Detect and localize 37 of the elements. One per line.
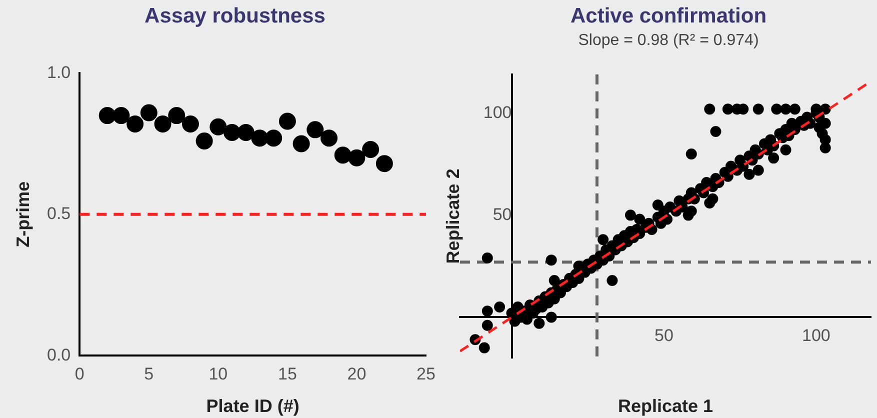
point bbox=[265, 130, 282, 147]
point bbox=[292, 135, 310, 152]
y-tick-label: 1.0 bbox=[46, 62, 71, 82]
point bbox=[320, 130, 338, 147]
point bbox=[251, 130, 268, 147]
point bbox=[182, 116, 199, 133]
x-tick-label: 25 bbox=[416, 364, 436, 384]
x-axis-title: Plate ID (#) bbox=[206, 396, 300, 416]
point bbox=[154, 116, 172, 133]
point bbox=[98, 107, 116, 124]
point bbox=[196, 132, 213, 150]
chart-subtitle: Slope = 0.98 (R² = 0.974) bbox=[578, 32, 759, 50]
x-tick-label: 15 bbox=[278, 364, 297, 384]
point bbox=[140, 104, 158, 122]
point bbox=[334, 146, 352, 164]
x-axis-title: Replicate 1 bbox=[618, 396, 714, 416]
point bbox=[168, 107, 186, 124]
chart-title: Active confirmation bbox=[570, 4, 767, 28]
point bbox=[210, 118, 227, 136]
y-tick-label: 0.0 bbox=[46, 345, 71, 364]
y-tick-label: 0.5 bbox=[46, 204, 71, 224]
x-tick-label: 0 bbox=[74, 364, 84, 384]
y-axis-title: Z-prime bbox=[12, 181, 33, 248]
point bbox=[126, 116, 144, 133]
point bbox=[376, 155, 393, 172]
point bbox=[237, 124, 254, 142]
x-tick-label: 10 bbox=[208, 364, 228, 384]
point bbox=[362, 140, 380, 158]
x-tick-label: 5 bbox=[144, 364, 154, 384]
chart-title: Assay robustness bbox=[144, 4, 326, 28]
point bbox=[348, 149, 366, 166]
point bbox=[224, 124, 241, 142]
x-tick-label: 20 bbox=[347, 364, 366, 384]
point bbox=[278, 112, 296, 130]
y-axis-title: Replicate 2 bbox=[442, 168, 463, 264]
point bbox=[306, 121, 324, 138]
point bbox=[112, 107, 130, 124]
